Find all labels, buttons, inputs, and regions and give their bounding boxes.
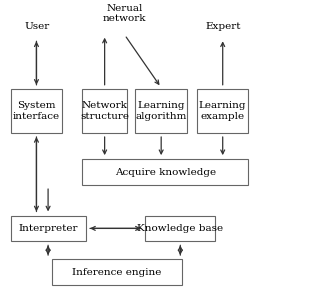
Text: Knowledge base: Knowledge base (137, 224, 223, 233)
Text: Inference engine: Inference engine (72, 267, 162, 276)
Text: User: User (24, 22, 49, 31)
Text: Learning
algorithm: Learning algorithm (136, 101, 187, 120)
Text: Expert: Expert (205, 22, 240, 31)
Text: System
interface: System interface (13, 101, 60, 120)
Bar (197, 89, 248, 133)
Bar (11, 89, 62, 133)
Bar (135, 89, 187, 133)
Bar (145, 216, 215, 241)
Bar (52, 259, 182, 285)
Text: Interpreter: Interpreter (18, 224, 78, 233)
Bar (82, 89, 127, 133)
Bar (82, 159, 248, 185)
Text: Acquire knowledge: Acquire knowledge (115, 168, 216, 177)
Bar (11, 216, 86, 241)
Text: Learning
example: Learning example (199, 101, 246, 120)
Text: Network
structure: Network structure (80, 101, 129, 120)
Text: Nerual
network: Nerual network (103, 3, 146, 23)
